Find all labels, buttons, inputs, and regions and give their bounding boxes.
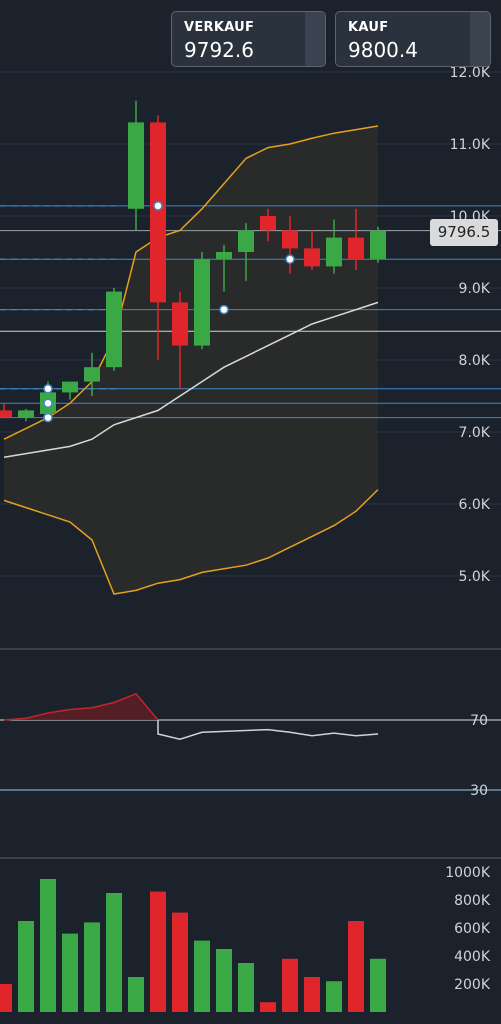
volume-bar	[370, 958, 386, 1012]
price-axis-label: 12.0K	[450, 65, 491, 81]
volume-bar	[40, 879, 56, 1012]
candle-body	[260, 216, 276, 231]
bollinger-lower-line	[3, 489, 379, 595]
volume-bar	[18, 921, 34, 1012]
candle-body	[238, 230, 254, 252]
volume-axis-label: 600K	[454, 921, 491, 937]
candle-body	[326, 237, 342, 267]
buy-label: KAUF	[348, 20, 389, 35]
candle-body	[172, 302, 188, 346]
volume-bar	[128, 977, 144, 1012]
volume-bar	[304, 977, 320, 1012]
volume-bar	[172, 912, 188, 1012]
oscillator-line-overbought	[3, 692, 159, 721]
volume-bar	[84, 922, 100, 1012]
level-marker-dot	[153, 201, 163, 211]
candle-body	[282, 230, 298, 249]
candle-body	[18, 410, 34, 418]
sell-label: VERKAUF	[184, 20, 255, 35]
volume-bar	[106, 893, 122, 1012]
oscillator-axis-label: 70	[470, 713, 488, 729]
price-axis-label: 6.0K	[459, 497, 491, 513]
level-marker-dot	[43, 412, 53, 423]
sell-quote-side-tab	[305, 12, 325, 66]
candle-body	[62, 381, 78, 393]
price-axis-label: 5.0K	[459, 569, 491, 585]
level-marker-dot	[285, 254, 295, 264]
volume-bar	[238, 963, 254, 1012]
volume-bar	[260, 1002, 276, 1012]
candle-body	[0, 410, 12, 418]
sell-quote-button[interactable]: VERKAUF 9792.6	[171, 11, 326, 67]
price-axis-label: 8.0K	[459, 353, 491, 369]
level-marker-dot	[43, 398, 53, 408]
volume-bar	[194, 940, 210, 1012]
level-marker-dot	[219, 304, 229, 315]
candle-body	[150, 122, 166, 303]
candle-body	[128, 122, 144, 209]
candle-body	[348, 237, 364, 260]
oscillator-overbought-fill	[4, 693, 158, 720]
moving-average-line	[3, 301, 379, 458]
buy-quote-side-tab	[470, 12, 490, 66]
current-price-tag: 9796.5	[430, 219, 498, 246]
volume-bar	[0, 984, 12, 1012]
volume-axis-label: 1000K	[445, 865, 491, 881]
volume-bar	[150, 891, 166, 1012]
oscillator-axis-label: 30	[470, 783, 488, 799]
volume-axis-label: 800K	[454, 893, 491, 909]
buy-price: 9800.4	[348, 38, 418, 62]
volume-bar	[62, 933, 78, 1012]
buy-quote-button[interactable]: KAUF 9800.4	[335, 11, 491, 67]
candle-body	[84, 367, 100, 382]
candle-body	[194, 259, 210, 346]
bollinger-upper-line	[3, 125, 379, 440]
candle-body	[216, 252, 232, 260]
volume-bar	[326, 981, 342, 1012]
sell-price: 9792.6	[184, 38, 254, 62]
level-marker-dot	[43, 384, 53, 394]
candle-body	[106, 291, 122, 368]
volume-axis-label: 200K	[454, 977, 491, 993]
volume-bar	[348, 921, 364, 1012]
candle-body	[370, 230, 386, 260]
price-axis-label: 9.0K	[459, 281, 491, 297]
volume-bar	[216, 949, 232, 1012]
volume-bar	[282, 958, 298, 1012]
price-axis-label: 11.0K	[450, 137, 491, 153]
oscillator-line	[157, 720, 379, 741]
volume-axis-label: 400K	[454, 949, 491, 965]
candle-body	[304, 248, 320, 267]
price-axis-label: 7.0K	[459, 425, 491, 441]
